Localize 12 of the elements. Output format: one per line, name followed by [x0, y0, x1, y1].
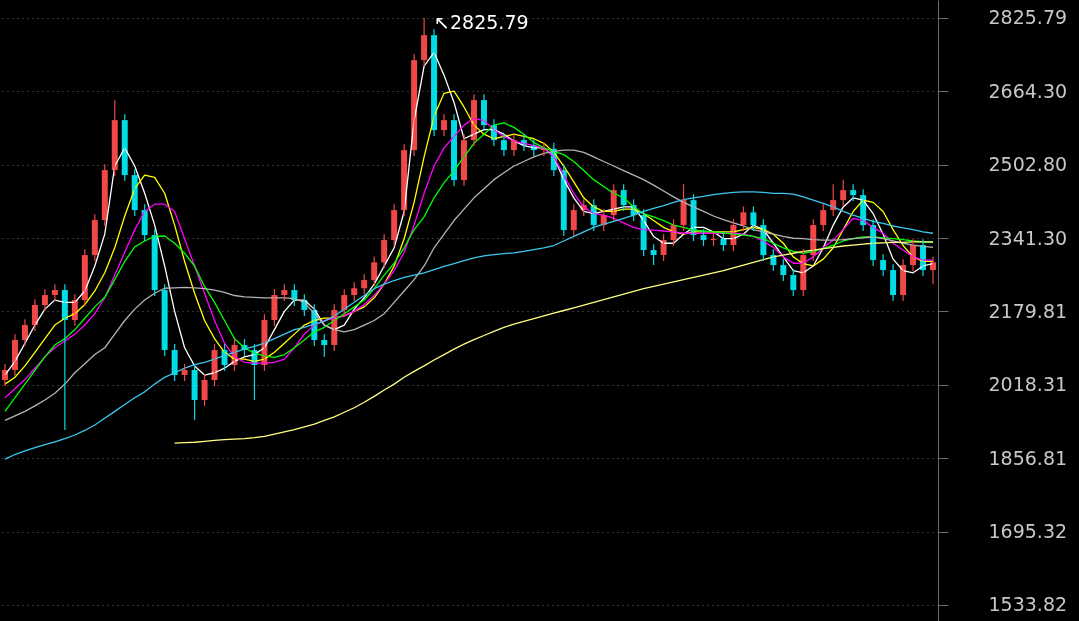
y-tick-label: 2825.79 — [988, 6, 1068, 29]
y-tick-label: 1695.32 — [988, 520, 1068, 543]
annotation: ↖2825.79 — [434, 11, 529, 33]
y-tick-label: 2664.30 — [988, 79, 1068, 102]
y-tick-label: 2018.31 — [988, 373, 1068, 396]
line-series — [4, 191, 934, 460]
y-tick-label: 2502.80 — [988, 153, 1068, 176]
line-series — [173, 241, 934, 444]
y-tick-label: 1533.82 — [988, 593, 1068, 616]
y-tick-label: 2341.30 — [988, 226, 1068, 249]
y-tick-label: 1856.81 — [988, 446, 1068, 469]
y-tick-label: 2179.81 — [988, 300, 1068, 322]
